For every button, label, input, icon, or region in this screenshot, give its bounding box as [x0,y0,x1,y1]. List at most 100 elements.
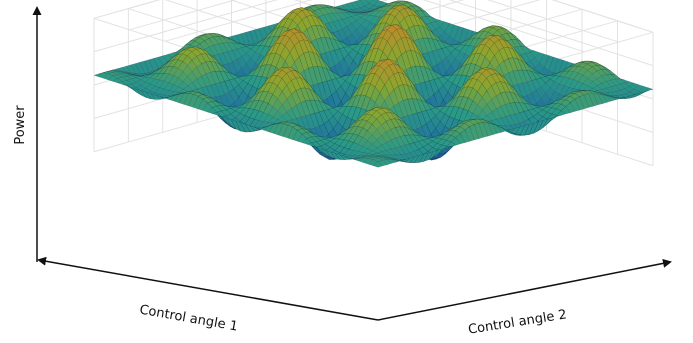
surface-patch [433,77,444,91]
surface-patch [206,85,216,98]
surface-patch [335,85,346,102]
surface-patch [199,34,210,41]
surface-patch [323,4,333,9]
surface-patch [135,85,146,92]
surface-patch [407,76,417,92]
surface-patch [396,24,406,32]
surface-patch [337,8,348,14]
surface-patch [145,77,156,85]
surface-patch [182,55,193,66]
surface-patch [154,79,165,88]
surface-patch [332,7,343,14]
surface-patch [600,69,612,75]
surface-patch [177,53,188,62]
surface-patch [406,2,418,7]
surface-patch [191,46,202,50]
surface-plot [93,0,654,168]
surface-patch [241,43,251,47]
surface-patch [213,33,223,38]
surface-patch [315,24,326,39]
surface-patch [163,73,174,84]
surface-patch [164,95,175,101]
surface-patch [298,52,309,71]
x-axis-label: Control angle 1 [138,303,239,335]
surface-patch [164,94,175,99]
surface-patch [326,64,337,74]
surface-patch [224,91,235,107]
surface-patch [222,42,233,52]
surface-patch [417,16,428,30]
surface-patch [341,9,352,13]
surface-patch [408,14,419,27]
surface-patch [157,55,168,66]
surface-patch [452,74,463,87]
surface-patch [213,54,224,66]
surface-patch [459,38,470,46]
surface-patch [229,88,239,103]
surface-patch [521,60,532,72]
surface-patch [320,19,330,32]
surface-patch [501,28,512,34]
surface-patch [178,93,189,105]
surface-patch [419,54,430,69]
surface-patch [336,4,347,10]
surface-patch [308,51,318,68]
surface-patch [200,48,211,56]
surface-patch [334,35,344,44]
surface-patch [388,59,399,66]
surface-patch [542,103,552,108]
surface-patch [469,37,480,47]
surface-patch [204,38,215,48]
surface-patch [178,71,188,82]
surface-patch [255,45,266,55]
surface-patch [563,70,574,79]
surface-patch [565,95,576,103]
surface-patch [182,75,193,87]
surface-patch [365,15,376,23]
surface-patch [208,44,219,56]
surface-patch [323,7,334,15]
surface-patch [112,71,122,75]
surface-patch [421,95,431,105]
surface-patch [173,59,184,69]
surface-patch [504,78,515,90]
surface-patch [497,25,507,30]
surface-patch [587,73,598,83]
surface-patch [205,61,216,73]
surface-patch [350,11,361,13]
z-axis-label: Power [13,105,28,145]
y-axis-label: Control angle 2 [467,307,568,337]
surface-patch [135,79,146,86]
surface-patch [509,84,520,96]
surface-patch [546,107,557,115]
surface-patch [503,58,514,74]
surface-patch [169,93,180,102]
surface-patch [484,38,495,49]
surface-patch [163,59,174,68]
surface-patch [427,28,438,41]
surface-patch [126,78,137,85]
surface-patch [196,75,207,89]
surface-patch [122,84,132,89]
surface-patch [178,81,189,90]
surface-patch [346,33,357,47]
surface-patch [321,58,332,72]
surface-patch [523,98,533,106]
surface-patch [495,73,506,83]
surface-patch [498,39,509,49]
surface-patch [498,35,509,43]
surface-patch [325,51,335,69]
surface-patch [592,91,603,96]
surface-patch [218,52,229,66]
control-angle-1-axis [37,256,379,321]
surface-patch [500,74,510,86]
surface-patch [610,91,622,96]
surface-patch [197,92,208,96]
surface-patch [159,88,170,96]
surface-patch [405,36,416,52]
surface-patch [150,93,161,100]
surface-patch [427,25,437,37]
surface-patch [391,29,402,43]
surface-patch [327,5,338,10]
